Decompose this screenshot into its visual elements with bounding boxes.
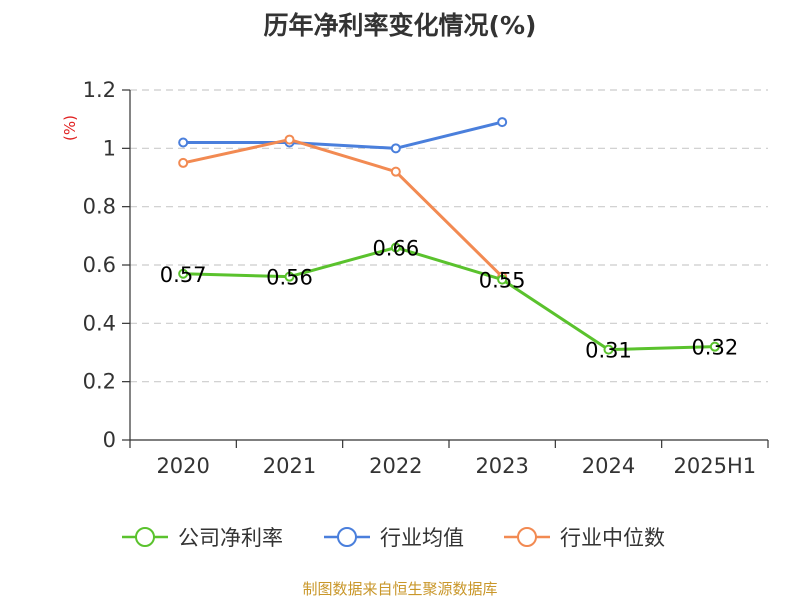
data-label: 0.31 — [585, 339, 632, 363]
data-point — [603, 344, 614, 355]
x-tick-label: 2023 — [475, 454, 528, 478]
chart-title: 历年净利率变化情况(%) — [263, 11, 537, 40]
data-point — [390, 242, 401, 253]
data-point — [178, 157, 189, 168]
data-label: 0.57 — [160, 263, 207, 287]
legend: 公司净利率 行业均值 行业中位数 — [0, 519, 800, 555]
axis-layer: 0 0.2 0.4 0.6 0.8 1 1.2 2020 2021 2022 2023 2024 202… — [83, 78, 769, 478]
legend-line-icon — [504, 527, 550, 547]
data-point — [709, 341, 720, 352]
y-tick-label: 0.4 — [83, 311, 116, 335]
x-tick-label: 2021 — [263, 454, 316, 478]
x-tick-label: 2022 — [369, 454, 422, 478]
legend-item-industry-median[interactable]: 行业中位数 — [502, 519, 665, 555]
data-point — [178, 268, 189, 279]
series-layer — [178, 117, 720, 355]
source-note: 制图数据来自恒生聚源数据库 — [302, 580, 498, 598]
x-tick-label: 2020 — [156, 454, 209, 478]
y-tick-label: 0 — [103, 428, 116, 452]
data-point — [284, 271, 295, 282]
y-tick-label: 1.2 — [83, 78, 116, 102]
legend-item-industry-mean[interactable]: 行业均值 — [322, 519, 464, 555]
data-point — [390, 166, 401, 177]
y-tick-label: 1 — [103, 136, 116, 160]
y-unit-label: (%) — [61, 115, 79, 141]
series-line — [183, 246, 715, 352]
data-label-layer: 0.57 0.56 0.66 0.55 0.31 0.32 — [160, 237, 738, 363]
data-label: 0.56 — [266, 266, 313, 290]
x-tick-label: 2024 — [582, 454, 635, 478]
data-label: 0.66 — [372, 237, 419, 261]
legend-line-icon — [122, 527, 168, 547]
y-tick-label: 0.6 — [83, 253, 116, 277]
y-tick-label: 0.8 — [83, 195, 116, 219]
data-point — [497, 274, 508, 285]
x-tick-label: 2025H1 — [674, 454, 757, 478]
data-point — [178, 137, 189, 148]
data-point — [390, 143, 401, 154]
legend-item-company[interactable]: 公司净利率 — [120, 519, 283, 555]
legend-label: 行业中位数 — [560, 526, 665, 550]
legend-label: 公司净利率 — [178, 526, 283, 550]
legend-label: 行业均值 — [380, 526, 464, 550]
legend-line-icon — [324, 527, 370, 547]
data-label: 0.32 — [691, 336, 738, 360]
series-line — [182, 138, 504, 278]
data-point — [284, 134, 295, 145]
data-point — [497, 117, 508, 128]
data-label: 0.55 — [479, 269, 526, 293]
series-line — [183, 120, 503, 150]
y-tick-label: 0.2 — [83, 370, 116, 394]
